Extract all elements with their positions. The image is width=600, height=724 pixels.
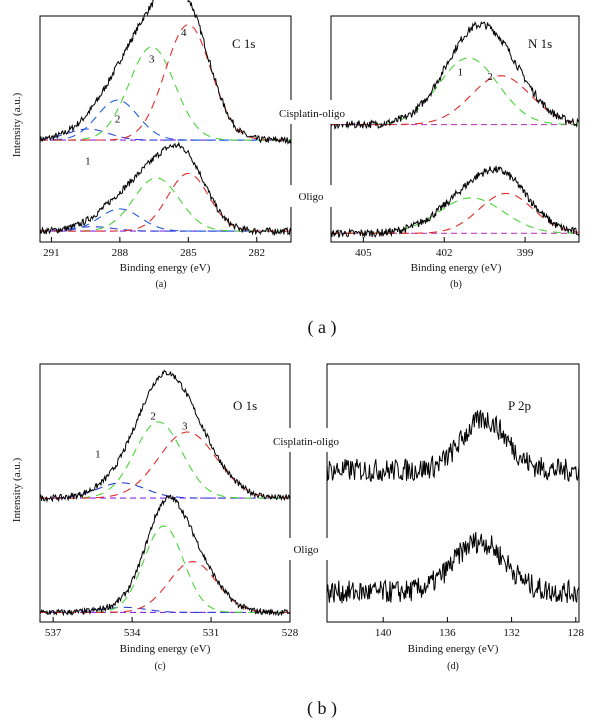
- cisplatin-oligo-label: Cisplatin-oligo: [279, 108, 346, 120]
- panel-c1s: 1 2 3 4 291 288 285 282 C 1s Binding energy (e…: [11, 0, 292, 290]
- x-axis-ticks: 140 136 132 128: [375, 617, 585, 639]
- peak-number: 2: [487, 71, 493, 83]
- cisplatin-oligo-label: Cisplatin-oligo: [273, 436, 340, 448]
- x-tick-label: 537: [45, 627, 62, 639]
- y-axis-label: Intensity (a.u.): [11, 92, 23, 157]
- chart-title: N 1s: [528, 36, 552, 51]
- plot-frame: [39, 363, 291, 623]
- spectrum-line: [326, 410, 580, 483]
- curves: [326, 410, 580, 604]
- oligo-label: Oligo: [298, 191, 324, 203]
- x-tick-label: 282: [249, 247, 266, 259]
- peak-number: 2: [150, 410, 156, 422]
- component-fit: [40, 46, 291, 141]
- component-fit: [40, 208, 291, 232]
- x-tick-label: 528: [282, 627, 299, 639]
- x-tick-label: 534: [124, 627, 141, 639]
- peak-number: 2: [115, 113, 121, 125]
- component-fit: [40, 561, 290, 613]
- component-fit: [331, 197, 579, 234]
- x-tick-label: 531: [203, 627, 220, 639]
- x-axis-label: Binding energy (eV): [120, 643, 211, 655]
- chart-title: P 2p: [508, 398, 531, 413]
- curves: [330, 21, 580, 239]
- x-tick-label: 132: [503, 627, 520, 639]
- peak-number: 1: [85, 156, 91, 168]
- spectrum-line: [39, 0, 292, 145]
- x-axis-label: Binding energy (eV): [120, 262, 211, 274]
- spectrum-line: [326, 531, 580, 604]
- chart-title: C 1s: [232, 36, 255, 51]
- component-fit: [331, 57, 579, 126]
- x-tick-label: 405: [355, 247, 372, 259]
- plot-frame: [39, 15, 292, 243]
- component-fit: [331, 192, 580, 234]
- chart-title: O 1s: [233, 398, 257, 413]
- x-axis-label: Binding energy (eV): [408, 643, 499, 655]
- peak-labels: 1 2 3 4: [85, 27, 187, 168]
- plot-frame: [330, 15, 580, 243]
- group-label-b: ( b ): [307, 698, 337, 719]
- x-tick-label: 128: [568, 627, 585, 639]
- curves: [39, 0, 292, 237]
- panel-caption: (b): [450, 279, 462, 290]
- panel-o1s: 1 2 3 537 534 531 528 O 1s Binding energy (eV…: [11, 363, 299, 672]
- panel-p2p: 140 136 132 128 P 2p Binding energy (eV) (d…: [326, 363, 585, 672]
- panel-caption: (d): [447, 661, 459, 672]
- x-tick-label: 285: [180, 247, 197, 259]
- label-mask: [276, 100, 346, 124]
- spectrum-line: [39, 369, 291, 503]
- peak-number: 4: [181, 27, 187, 39]
- spectrum-line: [330, 165, 580, 239]
- spectrum-line: [330, 21, 580, 130]
- x-tick-label: 402: [436, 247, 453, 259]
- peak-number: 3: [149, 53, 155, 65]
- peak-number: 1: [458, 67, 464, 79]
- y-axis-label: Intensity (a.u.): [11, 457, 23, 522]
- x-tick-label: 136: [439, 627, 456, 639]
- spectrum-line: [39, 141, 292, 237]
- peak-labels: 1 2 3: [95, 410, 188, 460]
- x-axis-ticks: 405 402 399: [355, 237, 534, 259]
- plot-frame: [326, 363, 580, 623]
- component-fit: [40, 99, 291, 141]
- x-tick-label: 288: [112, 247, 129, 259]
- x-axis-ticks: 291 288 285 282: [43, 237, 265, 259]
- spectrum-line: [39, 494, 291, 617]
- x-axis-label: Binding energy (eV): [411, 262, 502, 274]
- label-mask: [284, 538, 328, 560]
- oligo-label: Oligo: [293, 544, 319, 556]
- panel-caption: (a): [155, 279, 166, 290]
- x-tick-label: 140: [375, 627, 392, 639]
- component-fit: [331, 75, 580, 126]
- peak-number: 3: [182, 421, 188, 433]
- x-axis-ticks: 537 534 531 528: [45, 617, 299, 639]
- x-tick-label: 399: [517, 247, 534, 259]
- x-tick-label: 291: [43, 247, 60, 259]
- panel-caption: (c): [154, 661, 165, 672]
- group-label-a: ( a ): [308, 317, 337, 338]
- label-mask: [268, 428, 344, 452]
- peak-number: 1: [95, 448, 101, 460]
- component-fit: [40, 421, 290, 499]
- component-fit: [40, 525, 290, 613]
- component-fit: [40, 431, 291, 499]
- label-mask: [290, 185, 334, 207]
- curves: [39, 369, 291, 617]
